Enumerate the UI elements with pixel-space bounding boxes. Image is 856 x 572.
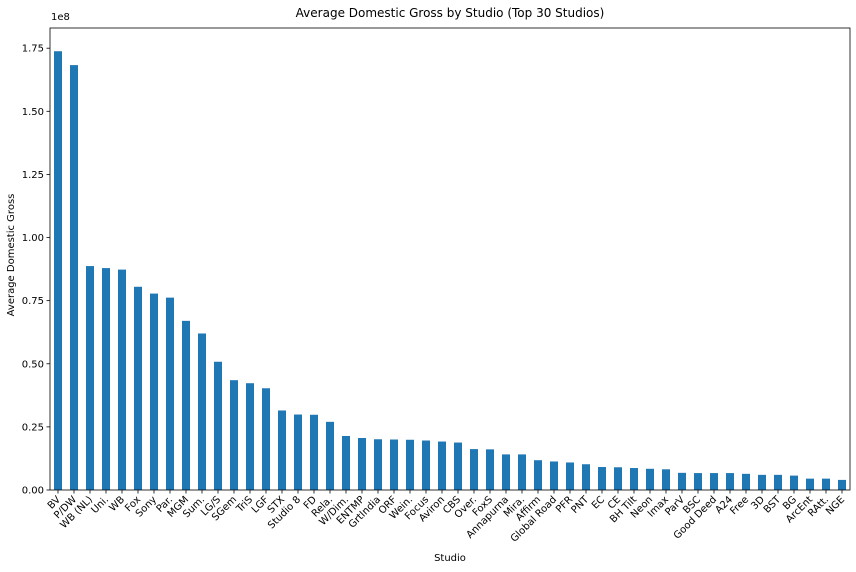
bar-mira	[518, 454, 526, 490]
y-tick-label: 0.00	[22, 486, 44, 497]
bar-pfr	[566, 462, 574, 490]
bar-aviron	[438, 441, 446, 490]
bar-wb	[118, 269, 126, 490]
bar-arcent	[806, 478, 814, 490]
y-tick-label: 0.50	[22, 359, 44, 370]
bar-rela	[326, 421, 334, 490]
x-tick-label: NGE	[824, 494, 847, 517]
x-axis-title: Studio	[434, 553, 466, 564]
bar-wein	[406, 439, 414, 490]
bar-foxs	[486, 449, 494, 490]
bar-fox	[134, 286, 142, 490]
bar-ce	[614, 467, 622, 490]
bar-a24	[726, 473, 734, 490]
bar-ec	[598, 467, 606, 490]
bar-ratt	[822, 478, 830, 490]
bar-par	[166, 297, 174, 490]
bar-parv	[678, 472, 686, 490]
bar-sum	[198, 333, 206, 490]
y-ticks-group: 0.00 0.25 0.50 0.75 1.00 1.25 1.50 1.75	[22, 44, 50, 497]
bar-uni	[102, 268, 110, 490]
bar-orf	[390, 439, 398, 490]
bar-lg-s	[214, 361, 222, 490]
bar-p-dw	[70, 65, 78, 490]
bar-tris	[246, 383, 254, 490]
bar-lgf	[262, 388, 270, 490]
x-tick-label: EC	[590, 494, 607, 511]
y-axis-title: Average Domestic Gross	[6, 194, 17, 317]
bar-bh-tilt	[630, 468, 638, 490]
y-offset-label: 1e8	[51, 12, 70, 23]
bar-mgm	[182, 320, 190, 490]
bars-group	[54, 51, 846, 491]
y-tick-label: 1.50	[22, 107, 44, 118]
bar-entmp	[358, 437, 366, 490]
bar-fd	[310, 414, 318, 490]
bar-focus	[422, 440, 430, 490]
bar-sgem	[230, 380, 238, 490]
bar-3d	[758, 474, 766, 490]
y-tick-label: 1.75	[22, 44, 44, 55]
y-tick-label: 0.25	[22, 422, 44, 433]
bar-sony	[150, 293, 158, 490]
bar-imax	[662, 469, 670, 490]
bar-affirm	[534, 460, 542, 490]
y-tick-label: 1.00	[22, 233, 44, 244]
bar-over	[470, 449, 478, 490]
bar-grtindia	[374, 439, 382, 490]
plot-frame	[49, 27, 851, 491]
bar-pnt	[582, 464, 590, 490]
bar-cbs	[454, 442, 462, 490]
bar-nge	[838, 479, 846, 490]
y-tick-label: 1.25	[22, 170, 44, 181]
x-tick-label: Free	[728, 494, 751, 517]
x-tick-label: PNT	[569, 494, 591, 516]
bar-w-dim	[342, 435, 350, 490]
bar-stx	[278, 410, 286, 490]
chart-title: Average Domestic Gross by Studio (Top 30…	[296, 6, 605, 20]
bar-bst	[774, 474, 782, 490]
bar-wb-nl	[86, 266, 94, 490]
y-tick-label: 0.75	[22, 296, 44, 307]
bar-bg	[790, 475, 798, 490]
bar-bsc	[694, 473, 702, 490]
bar-bv	[54, 51, 62, 491]
bar-global-road	[550, 461, 558, 490]
bar-annapurna	[502, 454, 510, 490]
bar-studio-8	[294, 414, 302, 490]
bar-free	[742, 473, 750, 490]
bar-good-deed	[710, 473, 718, 490]
bar-neon	[646, 468, 654, 490]
